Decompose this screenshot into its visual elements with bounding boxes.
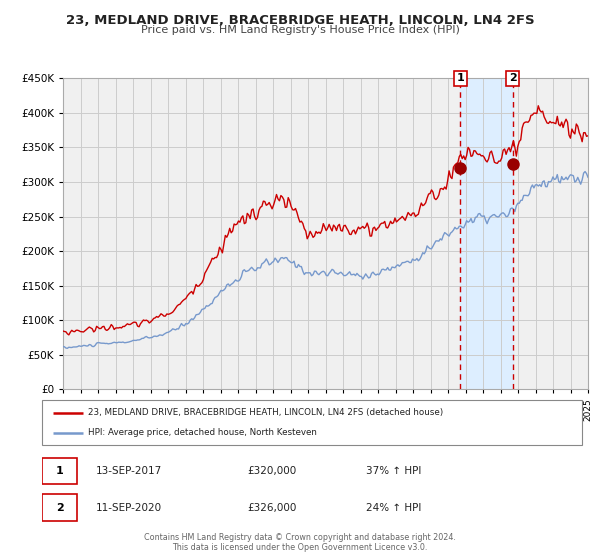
Text: Contains HM Land Registry data © Crown copyright and database right 2024.: Contains HM Land Registry data © Crown c…: [144, 533, 456, 542]
Text: £320,000: £320,000: [247, 466, 296, 476]
FancyBboxPatch shape: [42, 494, 77, 521]
FancyBboxPatch shape: [42, 458, 77, 484]
Text: 1: 1: [457, 73, 464, 83]
Text: 2: 2: [56, 502, 64, 512]
Text: This data is licensed under the Open Government Licence v3.0.: This data is licensed under the Open Gov…: [172, 543, 428, 552]
Text: 23, MEDLAND DRIVE, BRACEBRIDGE HEATH, LINCOLN, LN4 2FS (detached house): 23, MEDLAND DRIVE, BRACEBRIDGE HEATH, LI…: [88, 408, 443, 417]
FancyBboxPatch shape: [42, 400, 582, 445]
Text: 13-SEP-2017: 13-SEP-2017: [96, 466, 162, 476]
Text: 2: 2: [509, 73, 517, 83]
Text: 1: 1: [56, 466, 64, 476]
Bar: [460, 78, 513, 389]
Text: HPI: Average price, detached house, North Kesteven: HPI: Average price, detached house, Nort…: [88, 428, 317, 437]
Text: 11-SEP-2020: 11-SEP-2020: [96, 502, 162, 512]
Text: Price paid vs. HM Land Registry's House Price Index (HPI): Price paid vs. HM Land Registry's House …: [140, 25, 460, 35]
Text: 23, MEDLAND DRIVE, BRACEBRIDGE HEATH, LINCOLN, LN4 2FS: 23, MEDLAND DRIVE, BRACEBRIDGE HEATH, LI…: [65, 14, 535, 27]
Text: 24% ↑ HPI: 24% ↑ HPI: [366, 502, 421, 512]
Text: £326,000: £326,000: [247, 502, 296, 512]
Text: 37% ↑ HPI: 37% ↑ HPI: [366, 466, 421, 476]
